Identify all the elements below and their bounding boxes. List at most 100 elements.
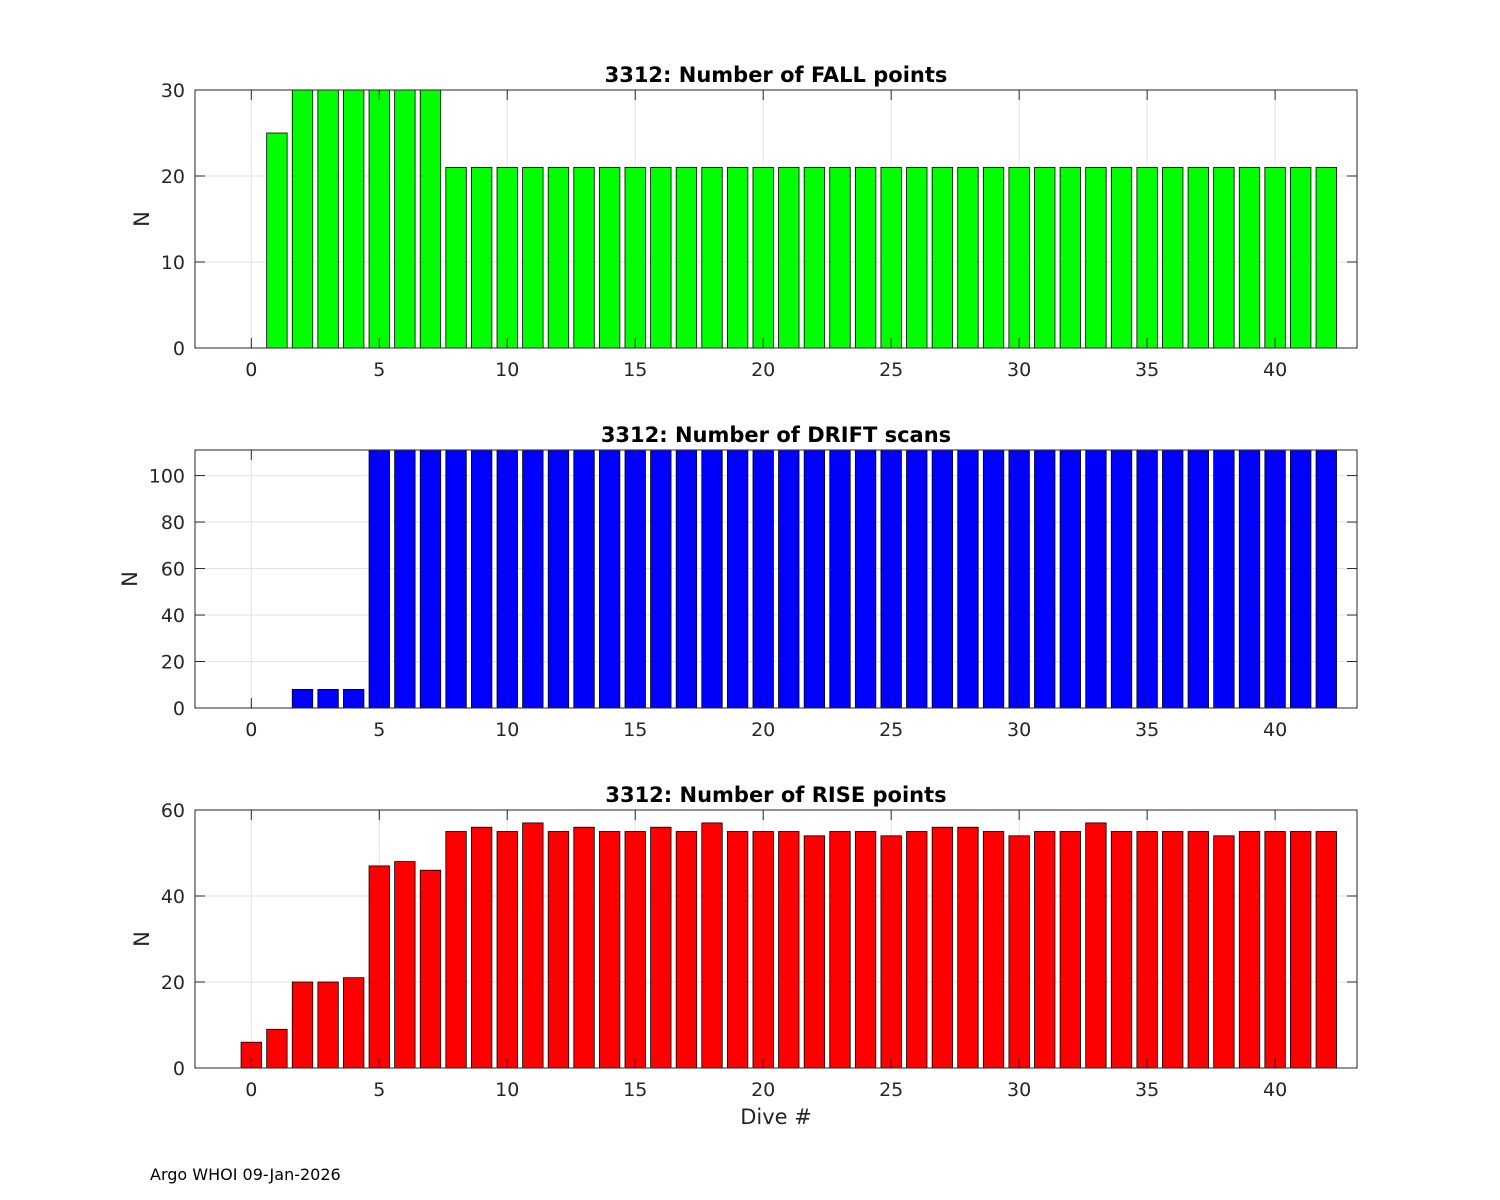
y-tick-label: 0 [173, 1058, 185, 1080]
bar [598, 831, 621, 1068]
y-tick-label: 20 [161, 972, 185, 994]
bar [1008, 166, 1030, 348]
y-axis-label: N [118, 571, 142, 587]
bar [1213, 835, 1235, 1068]
chart-1: 0 5 10 15 20 25 30 35 40 0 10 20 30 3312: Number of F… [130, 63, 1358, 381]
bar [1264, 450, 1286, 708]
bar [1034, 831, 1056, 1068]
chart-title: 3312: Number of FALL points [605, 63, 948, 87]
bar [1162, 831, 1184, 1068]
bar [1264, 166, 1286, 348]
bar [1136, 450, 1158, 708]
bar [1034, 450, 1056, 708]
y-tick-label: 0 [173, 338, 185, 360]
y-tick-label: 20 [161, 166, 185, 188]
y-tick-label: 100 [149, 466, 185, 488]
bars [240, 822, 1337, 1068]
bar [445, 831, 467, 1068]
bar [394, 90, 416, 348]
x-tick-label: 25 [879, 359, 903, 381]
bar [803, 835, 826, 1068]
bar [1238, 166, 1261, 348]
bar [1136, 831, 1158, 1068]
bar [726, 450, 749, 708]
x-tick-label: 30 [1007, 359, 1031, 381]
bar [1187, 831, 1209, 1068]
chart-2: 0 5 10 15 20 25 30 35 40 0 20 40 60 80 100 3312: Number… [118, 423, 1358, 741]
bar [829, 831, 851, 1068]
bar [573, 826, 595, 1068]
bar [598, 450, 621, 708]
x-tick-label: 15 [623, 359, 647, 381]
bar [1085, 822, 1107, 1068]
bar [471, 450, 493, 708]
bar [982, 166, 1005, 348]
bar [778, 831, 800, 1068]
x-tick-label: 5 [373, 359, 385, 381]
bar [675, 450, 698, 708]
x-tick-label: 40 [1263, 1079, 1287, 1101]
y-tick-label: 60 [161, 800, 185, 822]
bar [394, 450, 416, 708]
axes-box [194, 89, 1358, 349]
axes-box [194, 449, 1358, 709]
x-tick-label: 15 [623, 719, 647, 741]
bar [650, 166, 672, 348]
bar [317, 90, 339, 348]
bar [752, 450, 774, 708]
bar [778, 450, 800, 708]
bar [931, 450, 954, 708]
x-tick-label: 35 [1135, 1079, 1159, 1101]
bar [982, 450, 1005, 708]
bar [1136, 166, 1158, 348]
bar [291, 90, 314, 348]
bar [982, 831, 1005, 1068]
bar [1315, 166, 1337, 348]
bar [624, 166, 646, 348]
bar [1213, 166, 1235, 348]
y-tick-label: 60 [161, 559, 185, 581]
bar [496, 166, 518, 348]
bar [317, 689, 339, 708]
x-tick-label: 10 [495, 719, 519, 741]
y-tick-label: 80 [161, 512, 185, 534]
bar [957, 826, 979, 1068]
bar [368, 90, 390, 348]
bar [1238, 450, 1261, 708]
bar [291, 981, 314, 1068]
bar [624, 831, 646, 1068]
bar [931, 826, 954, 1068]
x-tick-label: 25 [879, 719, 903, 741]
bar [906, 450, 928, 708]
bar [573, 450, 595, 708]
footer-credit: Argo WHOI 09-Jan-2026 [150, 1165, 341, 1184]
x-axis-label: Dive # [740, 1105, 812, 1129]
bar [419, 869, 442, 1068]
bar [1213, 450, 1235, 708]
bar [547, 166, 570, 348]
bar [522, 166, 544, 348]
bars [215, 450, 1337, 708]
bar [522, 450, 544, 708]
y-tick-label: 0 [173, 698, 185, 720]
bar [1008, 835, 1030, 1068]
bar [1315, 831, 1337, 1068]
bar [726, 166, 749, 348]
bar [726, 831, 749, 1068]
x-tick-label: 30 [1007, 1079, 1031, 1101]
bar [624, 450, 646, 708]
bar [1290, 450, 1312, 708]
bar [1059, 450, 1081, 708]
x-tick-label: 20 [751, 719, 775, 741]
x-tick-label: 5 [373, 1079, 385, 1101]
chart-title: 3312: Number of DRIFT scans [601, 423, 951, 447]
y-tick-label: 30 [161, 80, 185, 102]
bar [317, 981, 339, 1068]
chart-3: 0 5 10 15 20 25 30 35 40 0 20 40 60 3312: Number of R… [130, 783, 1358, 1129]
bar [803, 450, 826, 708]
bar [650, 826, 672, 1068]
bar [854, 166, 877, 348]
y-tick-label: 40 [161, 886, 185, 908]
bar [675, 831, 698, 1068]
bar [880, 166, 902, 348]
